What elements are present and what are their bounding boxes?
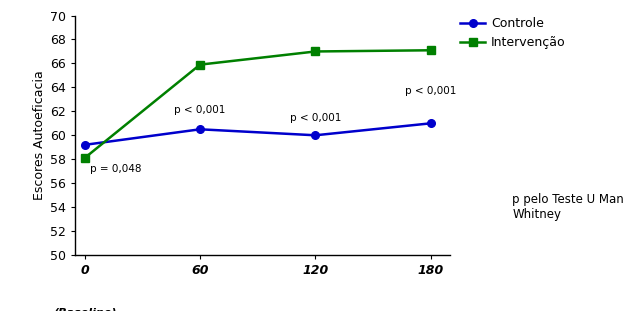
Line: Intervenção: Intervenção <box>81 46 434 162</box>
Controle <box>427 121 434 125</box>
Line: Controle: Controle <box>81 119 434 149</box>
Text: p < 0,001: p < 0,001 <box>405 86 456 96</box>
Text: p = 0,048: p = 0,048 <box>91 164 142 174</box>
Intervenção <box>196 63 204 67</box>
Text: p < 0,001: p < 0,001 <box>290 113 341 123</box>
Legend: Controle, Intervenção: Controle, Intervenção <box>460 17 566 49</box>
Text: p < 0,001: p < 0,001 <box>174 105 226 115</box>
Controle <box>312 133 319 137</box>
Intervenção <box>312 49 319 53</box>
Intervenção <box>81 156 88 160</box>
Text: p pelo Teste U Man
Whitney: p pelo Teste U Man Whitney <box>512 193 624 221</box>
Intervenção <box>427 49 434 52</box>
Y-axis label: Escores Autoeficacia: Escores Autoeficacia <box>32 70 46 200</box>
Controle <box>81 143 88 147</box>
Controle <box>196 128 204 131</box>
Text: (Baseline): (Baseline) <box>53 308 116 311</box>
